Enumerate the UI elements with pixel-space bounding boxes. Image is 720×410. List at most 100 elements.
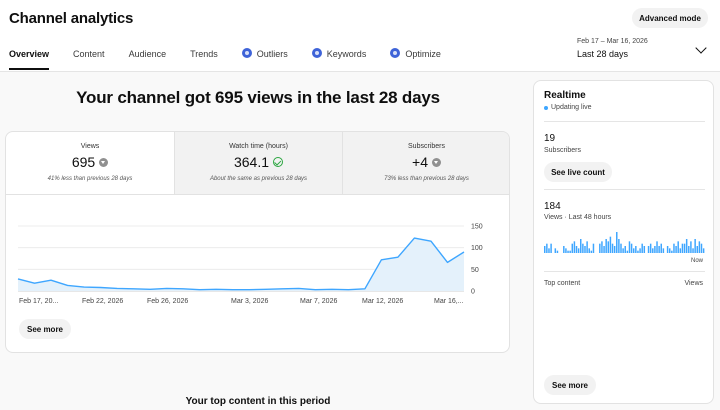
realtime-bar <box>586 241 588 253</box>
now-label: Now <box>690 258 703 264</box>
realtime-bar <box>668 248 671 253</box>
metric-note: 73% less than previous 28 days <box>384 176 469 182</box>
realtime-bar <box>550 243 552 253</box>
realtime-bar <box>630 243 633 253</box>
tab-overview[interactable]: Overview <box>9 44 50 70</box>
realtime-bar <box>681 243 684 253</box>
metric-views[interactable]: Views 695 41% less than previous 28 days <box>6 132 174 195</box>
realtime-bar <box>639 248 641 253</box>
tab-bar: Overview Content Audience Trends Outlier… <box>9 44 465 70</box>
realtime-bar <box>649 243 652 253</box>
realtime-bar <box>567 250 569 253</box>
realtime-bar <box>577 248 580 253</box>
series-line <box>17 237 465 291</box>
realtime-bar <box>554 248 557 253</box>
realtime-bar <box>666 246 669 253</box>
metric-note: About the same as previous 28 days <box>209 176 308 182</box>
realtime-bar <box>694 239 696 253</box>
realtime-see-more-button[interactable]: See more <box>544 375 596 395</box>
tab-label: Overview <box>9 49 50 59</box>
optimize-icon <box>390 48 401 58</box>
realtime-bar <box>563 246 565 253</box>
date-range-label: Last 28 days <box>577 49 629 59</box>
x-tick-label: Mar 16,... <box>434 298 464 305</box>
divider <box>544 189 705 190</box>
date-range-selector[interactable]: Feb 17 – Mar 16, 2026 Last 28 days <box>577 38 711 64</box>
tab-label: Audience <box>128 49 167 59</box>
realtime-bar <box>671 250 673 253</box>
realtime-bar <box>700 243 703 253</box>
tab-label: Keywords <box>326 49 367 59</box>
realtime-bar <box>656 241 658 253</box>
realtime-bar <box>582 243 584 253</box>
tab-audience[interactable]: Audience <box>129 44 167 70</box>
down-arrow-icon <box>431 157 441 167</box>
check-icon <box>273 157 284 167</box>
realtime-views-label: Views · Last 48 hours <box>544 214 612 221</box>
realtime-bar <box>544 246 546 253</box>
tab-keywords[interactable]: Keywords <box>311 44 367 70</box>
realtime-bar <box>548 248 550 253</box>
tab-label: Trends <box>190 49 218 59</box>
realtime-subscribers-label: Subscribers <box>544 147 581 154</box>
realtime-bar <box>637 250 639 253</box>
realtime-bar <box>660 243 662 253</box>
down-arrow-icon <box>99 157 109 167</box>
realtime-bar <box>603 246 605 253</box>
see-live-count-button[interactable]: See live count <box>544 162 612 182</box>
overview-card: Views 695 41% less than previous 28 days… <box>5 131 510 353</box>
tab-outliers[interactable]: Outliers <box>241 44 288 70</box>
realtime-bar <box>571 243 574 253</box>
realtime-bar <box>584 246 586 253</box>
metric-value: 695 <box>71 154 96 170</box>
realtime-bar <box>632 248 635 253</box>
realtime-bar <box>575 246 578 253</box>
tab-content[interactable]: Content <box>73 44 105 70</box>
x-tick-label: Feb 26, 2026 <box>147 298 188 305</box>
metric-value-row: +4 <box>343 154 509 170</box>
realtime-bar <box>643 246 646 253</box>
realtime-bar <box>599 243 601 253</box>
metric-tabs: Views 695 41% less than previous 28 days… <box>6 132 509 195</box>
realtime-title: Realtime <box>544 90 586 101</box>
top-content-heading: Your top content in this period <box>185 396 331 407</box>
realtime-status: Updating live <box>544 104 591 111</box>
tab-optimize[interactable]: Optimize <box>390 44 441 70</box>
realtime-bar <box>692 248 694 253</box>
metric-label: Views <box>80 143 100 150</box>
realtime-bar <box>696 246 699 253</box>
page-title: Channel analytics <box>9 10 134 27</box>
realtime-bar <box>556 250 559 253</box>
y-tick-label: 150 <box>471 224 483 231</box>
realtime-bar <box>677 241 679 253</box>
keywords-icon <box>311 48 322 58</box>
realtime-bar <box>688 246 690 253</box>
realtime-subscribers-value: 19 <box>544 133 556 144</box>
realtime-bar <box>592 243 595 253</box>
metric-subscribers[interactable]: Subscribers +4 73% less than previous 28… <box>342 132 509 195</box>
metric-label: Watch time (hours) <box>229 143 288 150</box>
views-column-label: Views <box>684 280 703 287</box>
realtime-bar <box>647 246 650 253</box>
metric-value-row: 364.1 <box>175 154 342 170</box>
x-tick-label: Mar 3, 2026 <box>231 298 268 305</box>
advanced-mode-button[interactable]: Advanced mode <box>632 8 708 28</box>
realtime-bar <box>673 243 675 253</box>
realtime-bar <box>565 248 567 253</box>
realtime-bar <box>546 243 548 253</box>
realtime-bar <box>626 250 629 253</box>
x-tick-label: Feb 22, 2026 <box>82 298 123 305</box>
tab-trends[interactable]: Trends <box>190 44 218 70</box>
realtime-status-text: Updating live <box>551 104 592 111</box>
realtime-bar <box>658 246 660 253</box>
realtime-bar <box>641 243 643 253</box>
tab-label: Optimize <box>405 49 441 59</box>
divider <box>544 271 705 272</box>
x-tick-label: Feb 17, 20... <box>19 298 58 305</box>
realtime-bar <box>611 243 614 253</box>
realtime-bar <box>609 236 612 253</box>
metric-watch-time[interactable]: Watch time (hours) 364.1 About the same … <box>174 132 342 195</box>
realtime-bar <box>605 239 607 253</box>
top-header: Channel analytics Advanced mode Overview… <box>0 0 720 72</box>
see-more-button[interactable]: See more <box>19 319 71 339</box>
